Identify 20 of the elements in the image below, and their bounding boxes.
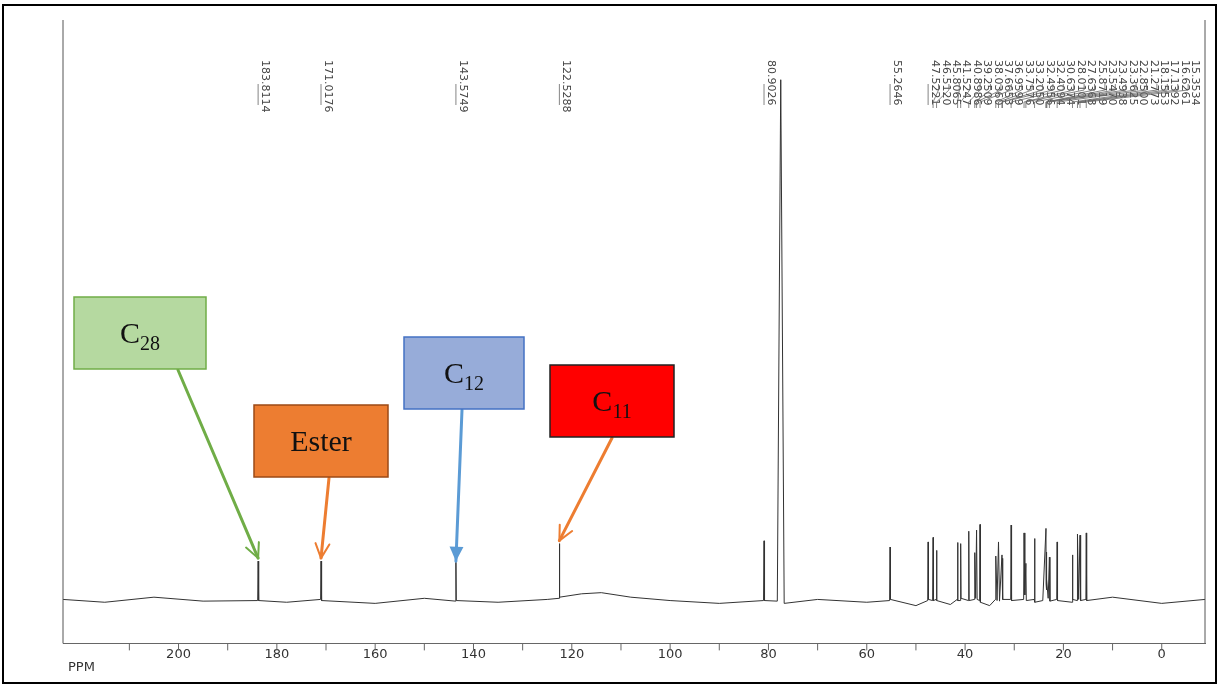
annotation: 143.5749 [456,60,470,113]
annotation: 80.9026 [765,60,779,106]
x-tick-label: 20 [1055,645,1072,661]
x-tick-label: 100 [657,645,683,661]
x-tick-label: 0 [1157,645,1166,661]
annotation: 55.2646 [891,60,905,106]
x-tick-label: 140 [461,645,486,661]
annotation: 15.3534 [1189,60,1203,106]
x-tick-label: 60 [858,645,876,661]
x-tick-label: 200 [166,645,191,661]
x-tick-label: 40 [956,645,974,661]
annotation: 183.8114 [259,60,273,113]
x-tick-label: 160 [362,645,388,661]
annotation: 122.5288 [560,60,574,113]
annotation: Ester [290,424,352,457]
annotation: 171.0176 [322,60,336,113]
x-tick-label: 120 [559,645,585,661]
x-axis-title: PPM [68,658,95,674]
x-tick-label: 80 [760,645,777,661]
x-tick-label: 180 [264,645,290,661]
